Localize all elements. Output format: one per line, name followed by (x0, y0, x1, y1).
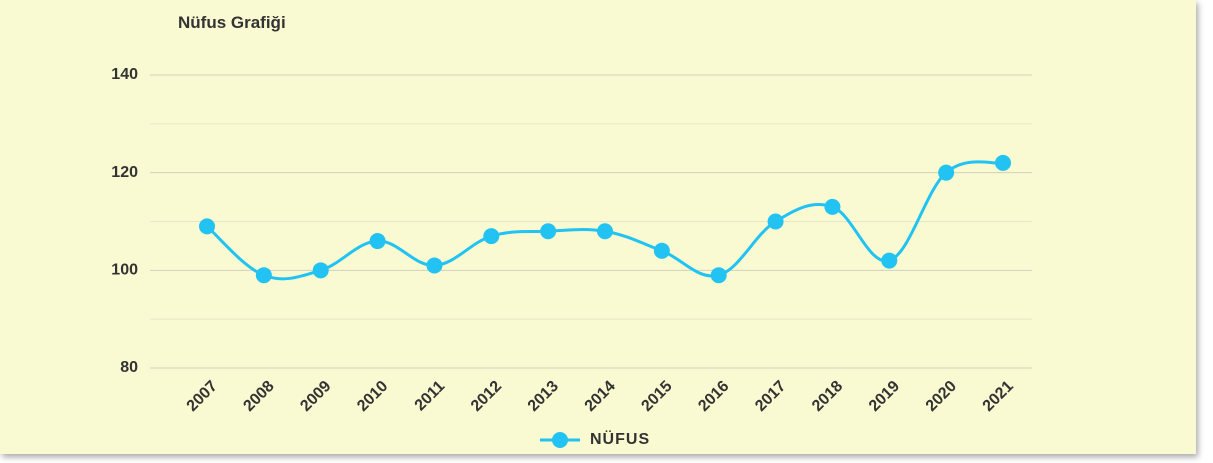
data-point (938, 164, 955, 181)
x-tick-label: 2018 (809, 378, 846, 415)
data-point (767, 213, 784, 230)
data-point (653, 242, 670, 259)
data-point (369, 233, 386, 250)
x-tick-label: 2013 (525, 378, 562, 415)
x-tick-label: 2020 (923, 378, 960, 415)
legend-label: NÜFUS (590, 429, 650, 448)
x-tick-label: 2012 (468, 378, 505, 415)
y-tick-label: 120 (111, 164, 138, 181)
x-tick-label: 2008 (240, 378, 277, 415)
data-point (199, 218, 215, 235)
x-tick-label: 2010 (354, 378, 391, 415)
chart-title: Nüfus Grafiği (178, 13, 286, 32)
data-point (312, 262, 329, 279)
x-tick-label: 2009 (297, 378, 334, 415)
x-tick-label: 2015 (638, 378, 675, 415)
x-tick-label: 2016 (695, 378, 732, 415)
data-point (540, 223, 557, 240)
data-point (995, 154, 1011, 171)
legend-marker (552, 432, 568, 448)
data-point (710, 267, 727, 284)
data-point (881, 252, 898, 269)
data-point (426, 257, 443, 274)
data-point (483, 228, 500, 245)
data-point (824, 198, 841, 215)
y-tick-label: 100 (111, 262, 138, 279)
x-tick-label: 2011 (412, 378, 449, 415)
y-tick-label: 140 (111, 66, 138, 83)
x-tick-label: 2017 (752, 378, 789, 415)
data-point (255, 267, 272, 284)
data-point (597, 223, 613, 240)
x-tick-label: 2021 (980, 378, 1017, 415)
x-tick-label: 2014 (582, 378, 619, 415)
y-tick-label: 80 (120, 359, 138, 376)
x-tick-label: 2007 (184, 378, 221, 415)
x-tick-label: 2019 (866, 378, 903, 415)
